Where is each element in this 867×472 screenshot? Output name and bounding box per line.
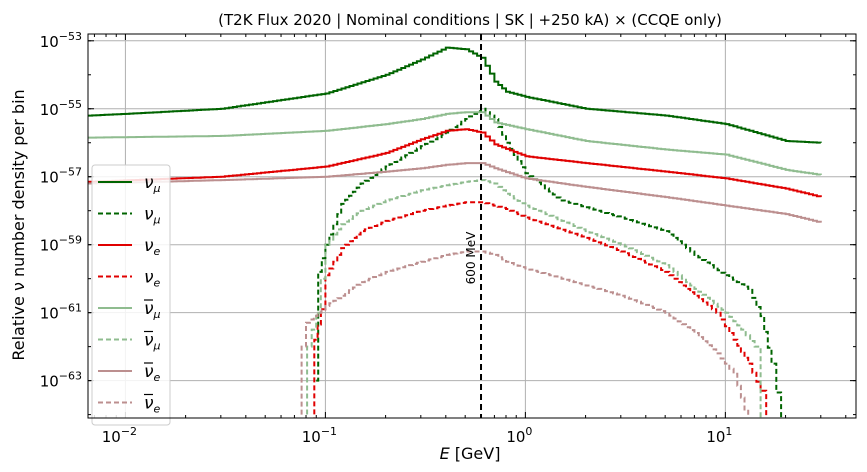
x-tick-label: 101	[706, 425, 732, 446]
series-numubar_ccqe	[306, 179, 762, 418]
series-nuebar_ccqe	[300, 250, 750, 418]
y-tick-label: 10−53	[40, 30, 82, 51]
axis-ticks: 10−2 10−1 100 101 10−53 10−55 10−57 10−59 10−61 1…	[40, 30, 856, 446]
y-axis-label: Relative ν number density per bin	[9, 89, 28, 360]
series-numu_flux	[88, 46, 822, 144]
x-tick-label: 10−1	[302, 425, 337, 446]
plot-area	[88, 34, 822, 418]
series-nuebar_flux	[88, 162, 822, 223]
chart-title: (T2K Flux 2020 | Nominal conditions | SK…	[218, 11, 722, 29]
series-nue_flux	[88, 128, 822, 198]
y-tick-label: 10−57	[40, 166, 82, 187]
legend-label-nue_ccqe: νe	[144, 268, 161, 290]
x-tick-label: 10−2	[102, 425, 137, 446]
legend-label-numubar_flux: νμ	[144, 299, 161, 321]
x-axis-label: E [GeV]	[440, 444, 501, 463]
legend-box	[91, 164, 171, 426]
series-numu_ccqe	[316, 107, 783, 418]
annotation-label: 600 MeV	[464, 231, 478, 284]
axes-frame	[87, 33, 857, 419]
y-tick-label: 10−61	[40, 302, 82, 323]
x-tick-label: 100	[506, 425, 532, 446]
y-tick-label: 10−55	[40, 98, 82, 119]
y-tick-label: 10−63	[40, 370, 82, 391]
legend: νμ νμ νe νe νμ νμ νe νe	[91, 164, 171, 426]
series-group	[88, 34, 822, 418]
series-nue_ccqe	[313, 201, 768, 418]
grid-lines	[88, 34, 856, 418]
legend-label-numu_flux: νμ	[144, 173, 161, 195]
legend-label-numu_ccqe: νμ	[144, 205, 161, 227]
legend-label-nuebar_ccqe: νe	[144, 394, 161, 416]
legend-label-nuebar_flux: νe	[144, 362, 161, 384]
series-numubar_flux	[88, 111, 822, 176]
y-tick-label: 10−59	[40, 234, 82, 255]
legend-label-nue_flux: νe	[144, 236, 161, 258]
legend-label-numubar_ccqe: νμ	[144, 331, 161, 353]
